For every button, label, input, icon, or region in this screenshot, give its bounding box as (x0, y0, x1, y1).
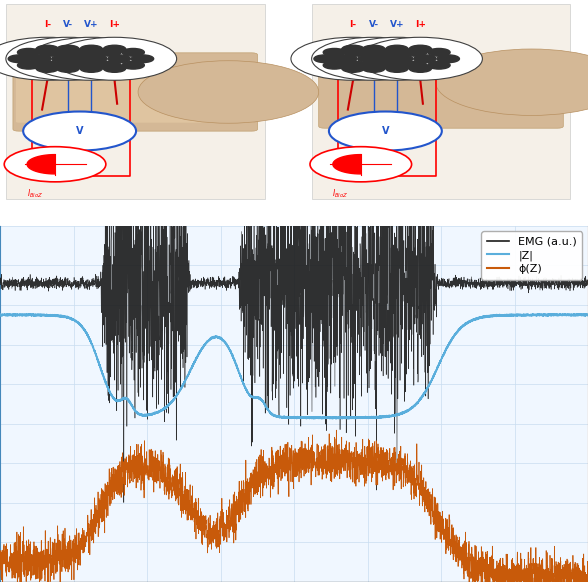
Circle shape (381, 61, 403, 69)
Circle shape (18, 48, 40, 56)
Circle shape (414, 55, 436, 63)
FancyBboxPatch shape (13, 53, 258, 131)
Circle shape (80, 45, 102, 53)
Circle shape (323, 48, 346, 56)
Text: I+: I+ (415, 20, 426, 30)
Circle shape (75, 48, 98, 56)
Circle shape (85, 61, 107, 69)
Circle shape (363, 65, 385, 72)
Circle shape (344, 48, 366, 56)
Circle shape (131, 55, 153, 63)
Text: I+: I+ (109, 20, 120, 30)
Circle shape (427, 48, 450, 56)
Circle shape (409, 65, 432, 72)
Legend: EMG (a.u.), |Z|, ϕ(Z): EMG (a.u.), |Z|, ϕ(Z) (482, 232, 583, 280)
Polygon shape (333, 155, 361, 174)
Circle shape (122, 61, 144, 69)
Circle shape (358, 37, 482, 80)
Circle shape (52, 37, 176, 80)
Circle shape (358, 55, 380, 63)
Circle shape (62, 61, 84, 69)
Circle shape (291, 37, 415, 80)
Circle shape (36, 45, 58, 53)
Circle shape (122, 48, 144, 56)
Circle shape (405, 48, 427, 56)
Circle shape (342, 65, 364, 72)
Text: V+: V+ (84, 20, 99, 30)
Circle shape (368, 48, 390, 56)
Circle shape (310, 147, 412, 182)
Circle shape (29, 37, 153, 80)
Circle shape (52, 55, 75, 63)
Circle shape (36, 65, 58, 72)
Circle shape (335, 37, 459, 80)
Circle shape (437, 55, 459, 63)
Circle shape (18, 61, 40, 69)
Circle shape (370, 55, 392, 63)
FancyBboxPatch shape (319, 56, 563, 128)
Circle shape (409, 45, 432, 53)
Circle shape (75, 55, 98, 63)
Circle shape (335, 55, 357, 63)
Circle shape (38, 61, 61, 69)
Circle shape (80, 65, 102, 72)
Circle shape (108, 55, 131, 63)
Text: I-: I- (349, 20, 356, 30)
Circle shape (314, 55, 336, 63)
Circle shape (386, 65, 408, 72)
Circle shape (85, 55, 107, 63)
Circle shape (62, 48, 84, 56)
Circle shape (386, 45, 408, 53)
Circle shape (4, 147, 106, 182)
Circle shape (381, 55, 403, 63)
Text: $I_{BioZ}$: $I_{BioZ}$ (26, 188, 43, 200)
Circle shape (6, 37, 130, 80)
Circle shape (0, 37, 109, 80)
Circle shape (55, 48, 77, 56)
Circle shape (329, 112, 442, 151)
Circle shape (360, 48, 383, 56)
Circle shape (64, 55, 86, 63)
Circle shape (57, 45, 79, 53)
Circle shape (99, 61, 121, 69)
Circle shape (427, 61, 450, 69)
Circle shape (29, 55, 51, 63)
Circle shape (390, 55, 413, 63)
Circle shape (23, 112, 136, 151)
Circle shape (103, 45, 126, 53)
Circle shape (342, 45, 364, 53)
Circle shape (57, 65, 79, 72)
Circle shape (99, 48, 121, 56)
Circle shape (103, 65, 126, 72)
Circle shape (368, 61, 390, 69)
Circle shape (85, 48, 107, 56)
FancyBboxPatch shape (312, 4, 570, 200)
Circle shape (138, 61, 319, 123)
Circle shape (363, 45, 385, 53)
Circle shape (360, 61, 383, 69)
Text: I-: I- (44, 20, 51, 30)
Circle shape (344, 61, 366, 69)
Text: V: V (382, 126, 389, 136)
Polygon shape (27, 155, 55, 174)
Text: V-: V- (63, 20, 73, 30)
Circle shape (312, 37, 436, 80)
Text: V: V (76, 126, 83, 136)
Text: V-: V- (369, 20, 379, 30)
FancyBboxPatch shape (6, 4, 265, 200)
Circle shape (390, 48, 413, 56)
Circle shape (381, 48, 403, 56)
Circle shape (55, 61, 77, 69)
Circle shape (436, 49, 588, 115)
Circle shape (390, 61, 413, 69)
Circle shape (405, 61, 427, 69)
Circle shape (8, 55, 31, 63)
Circle shape (323, 61, 346, 69)
FancyBboxPatch shape (16, 76, 255, 123)
Circle shape (75, 61, 98, 69)
Text: $I_{BioZ}$: $I_{BioZ}$ (332, 188, 349, 200)
Circle shape (38, 48, 61, 56)
Text: V+: V+ (390, 20, 405, 30)
